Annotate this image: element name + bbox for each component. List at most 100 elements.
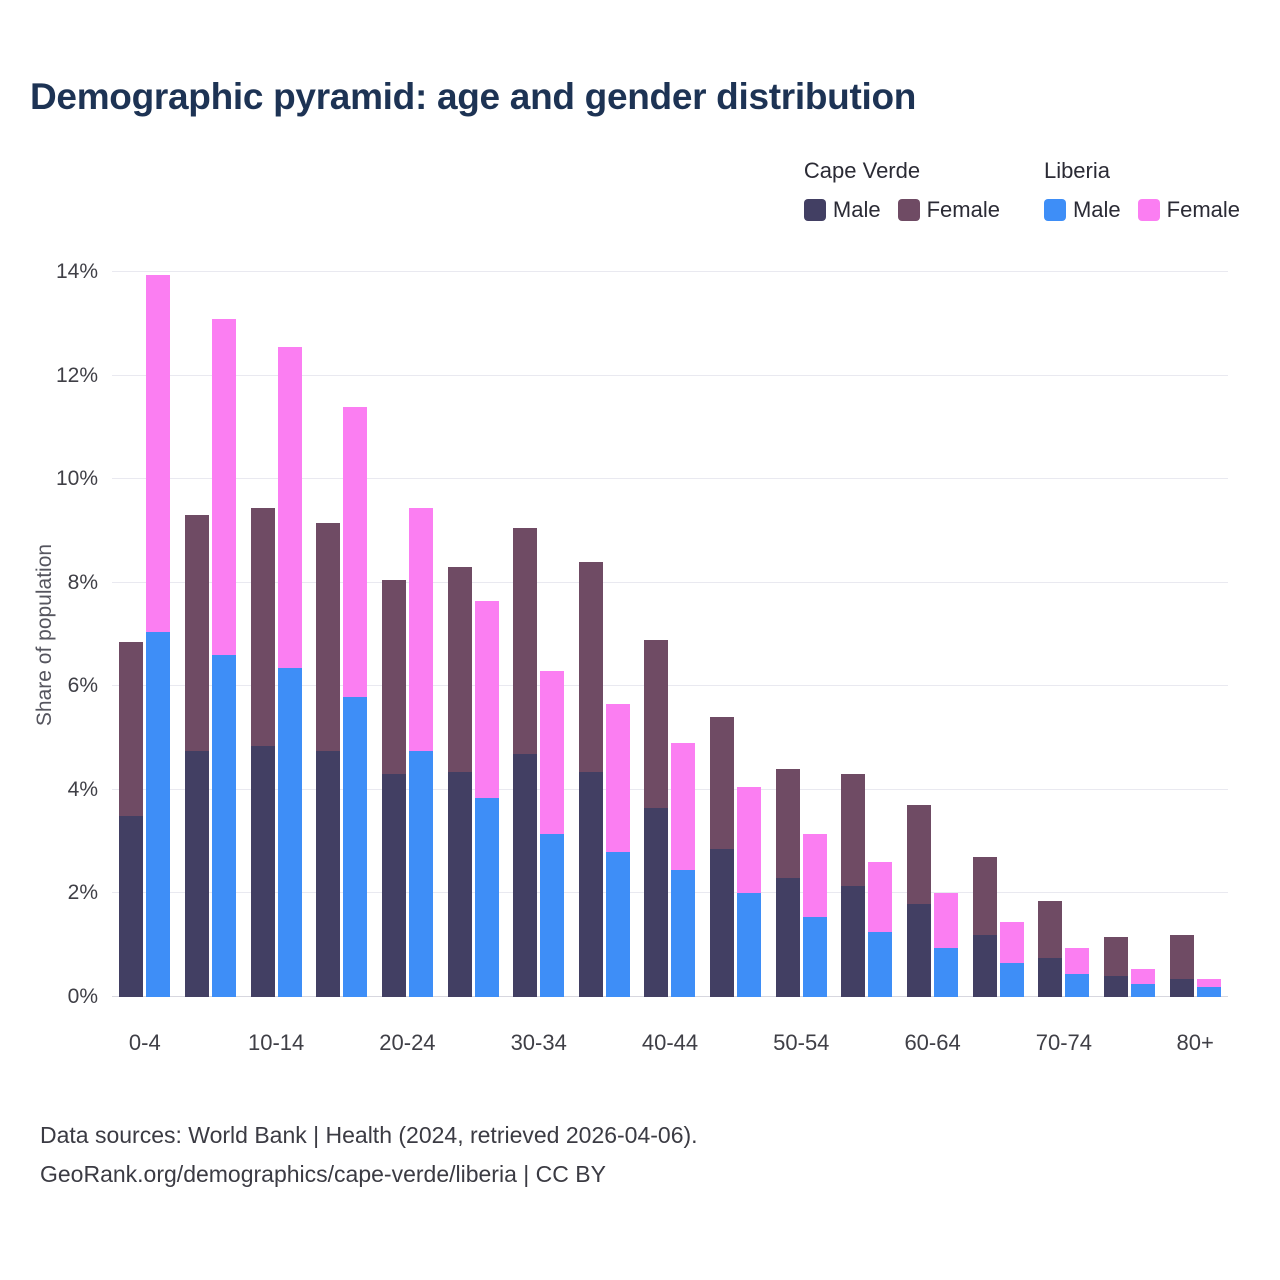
bar-stack-liberia-20-24 xyxy=(408,272,433,997)
y-axis-title: Share of population xyxy=(33,543,56,727)
bar-liberia-female-5-9 xyxy=(211,318,236,656)
bar-cape-verde-female-0-4 xyxy=(119,642,144,816)
gridline xyxy=(112,478,1228,480)
legend-label-cape-verde-male: Male xyxy=(832,197,881,222)
bar-stack-liberia-35-39 xyxy=(605,272,630,997)
gridline xyxy=(112,374,1228,376)
bar-cape-verde-male-70-74 xyxy=(1038,958,1063,997)
bar-cape-verde-female-60-64 xyxy=(907,805,931,904)
bar-stack-cape-verde-25-29 xyxy=(447,272,472,997)
bar-liberia-male-20-24 xyxy=(408,751,433,997)
bar-cape-verde-female-25-29 xyxy=(447,567,472,772)
legend-item-liberia-female: Female xyxy=(1137,197,1240,223)
bar-liberia-male-0-4 xyxy=(146,631,171,997)
gridline xyxy=(112,788,1228,790)
legend-group-liberia: Liberia Male Female xyxy=(1043,158,1240,223)
legend-items-liberia: Male Female xyxy=(1043,197,1240,223)
bar-cape-verde-male-80- xyxy=(1169,978,1194,997)
bar-liberia-male-75-79 xyxy=(1130,984,1155,997)
bar-liberia-female-10-14 xyxy=(277,347,302,669)
bar-liberia-male-80- xyxy=(1196,986,1221,997)
bar-liberia-female-80- xyxy=(1196,978,1221,987)
bar-group-55-59 xyxy=(834,272,900,997)
bar-stack-liberia-15-19 xyxy=(343,272,368,997)
bar-stack-cape-verde-50-54 xyxy=(775,272,800,997)
bar-group-70-74 xyxy=(1031,272,1097,997)
legend-group-cape-verde: Cape Verde Male Female xyxy=(803,158,1000,223)
bar-stack-cape-verde-80- xyxy=(1169,272,1194,997)
bar-cape-verde-male-50-54 xyxy=(775,877,800,997)
x-axis-label: 70-74 xyxy=(1035,1030,1093,1055)
bar-liberia-male-25-29 xyxy=(474,797,499,997)
bar-stack-liberia-5-9 xyxy=(211,272,236,997)
legend-swatch-liberia-male-icon xyxy=(1043,199,1066,221)
bar-stack-cape-verde-45-49 xyxy=(710,272,735,997)
legend-swatch-cape-verde-male-icon xyxy=(803,199,826,221)
bar-cape-verde-male-45-49 xyxy=(710,849,735,997)
bar-cape-verde-female-15-19 xyxy=(316,523,341,752)
plot-area: 0% 2% 4% 6% 8% 10% 12% 14% xyxy=(56,260,1228,1008)
bar-stack-liberia-40-44 xyxy=(671,272,696,997)
bar-stack-liberia-80- xyxy=(1196,272,1221,997)
bar-cape-verde-female-70-74 xyxy=(1038,901,1063,959)
bar-stack-cape-verde-75-79 xyxy=(1103,272,1128,997)
bar-cape-verde-female-30-34 xyxy=(513,528,538,754)
x-axis-label: 80+ xyxy=(1176,1030,1214,1055)
bar-stack-liberia-50-54 xyxy=(802,272,827,997)
legend-item-liberia-male: Male xyxy=(1043,197,1121,223)
y-axis-tick-label: 10% xyxy=(55,467,98,491)
y-axis-tick-label: 0% xyxy=(67,985,98,1008)
bar-liberia-female-70-74 xyxy=(1065,947,1090,974)
bar-cape-verde-male-5-9 xyxy=(184,751,209,997)
bar-cape-verde-female-75-79 xyxy=(1103,937,1128,977)
bar-liberia-female-75-79 xyxy=(1130,968,1155,985)
bar-liberia-male-60-64 xyxy=(934,947,958,997)
bar-cape-verde-female-45-49 xyxy=(710,717,735,850)
bar-cape-verde-female-5-9 xyxy=(184,515,209,752)
bar-stack-cape-verde-5-9 xyxy=(184,272,209,997)
bar-liberia-female-35-39 xyxy=(605,704,630,852)
bar-cape-verde-male-0-4 xyxy=(119,815,144,997)
bar-cape-verde-male-60-64 xyxy=(907,903,931,997)
bar-stack-cape-verde-35-39 xyxy=(578,272,603,997)
bar-cape-verde-male-25-29 xyxy=(447,771,472,997)
y-axis-tick-label: 12% xyxy=(55,363,98,387)
x-axis-label: 60-64 xyxy=(904,1030,961,1055)
bar-group-50-54 xyxy=(768,272,834,997)
bar-group-15-19 xyxy=(309,272,375,997)
bar-stack-liberia-10-14 xyxy=(277,272,302,997)
gridline xyxy=(112,892,1228,894)
bar-liberia-male-65-69 xyxy=(999,963,1024,997)
bar-stack-liberia-75-79 xyxy=(1130,272,1155,997)
bar-group-30-34 xyxy=(506,272,572,997)
bar-cape-verde-male-35-39 xyxy=(578,771,603,997)
legend-group-title-cape-verde: Cape Verde xyxy=(803,158,921,183)
bar-cape-verde-female-65-69 xyxy=(972,857,997,935)
grid-layer: 0% 2% 4% 6% 8% 10% 12% 14% xyxy=(56,260,1228,1008)
bar-group-65-69 xyxy=(965,272,1031,997)
bar-stack-cape-verde-65-69 xyxy=(972,272,997,997)
legend-item-cape-verde-female: Female xyxy=(897,197,1000,223)
bar-liberia-male-35-39 xyxy=(605,852,630,997)
bar-liberia-male-70-74 xyxy=(1065,973,1090,997)
bar-group-5-9 xyxy=(178,272,244,997)
bar-stack-cape-verde-60-64 xyxy=(907,272,931,997)
bar-liberia-male-30-34 xyxy=(540,833,565,997)
bar-stack-cape-verde-10-14 xyxy=(250,272,275,997)
bar-cape-verde-male-75-79 xyxy=(1103,976,1128,997)
bar-stack-cape-verde-20-24 xyxy=(381,272,406,997)
bar-liberia-female-15-19 xyxy=(343,406,368,697)
bar-group-35-39 xyxy=(571,272,637,997)
bar-group-0-4 xyxy=(112,272,178,997)
y-axis-tick-label: 6% xyxy=(67,674,98,698)
footer-attribution-line: GeoRank.org/demographics/cape-verde/libe… xyxy=(40,1161,606,1187)
x-axis-label: 10-14 xyxy=(247,1030,305,1055)
bar-liberia-female-40-44 xyxy=(671,743,696,871)
y-axis-tick-label: 4% xyxy=(67,777,98,801)
x-axis-label: 40-44 xyxy=(641,1030,699,1055)
bar-cape-verde-male-20-24 xyxy=(381,774,406,997)
bar-stack-liberia-0-4 xyxy=(146,272,171,997)
gridline xyxy=(112,685,1228,687)
bar-stack-cape-verde-55-59 xyxy=(841,272,866,997)
